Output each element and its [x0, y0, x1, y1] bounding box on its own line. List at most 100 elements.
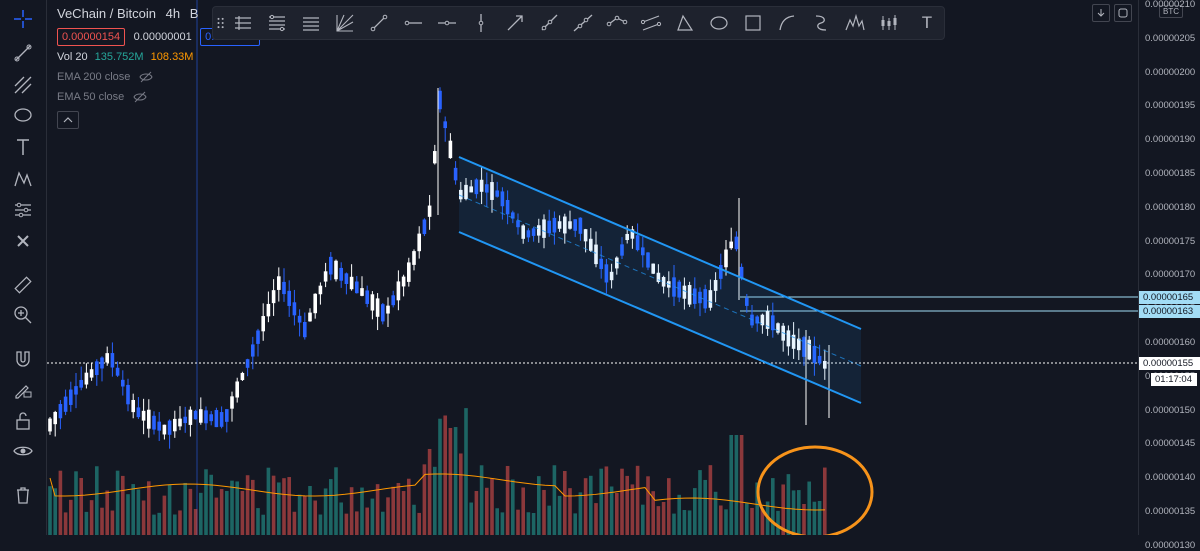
text-tool-icon[interactable] [9, 134, 37, 160]
symbol-title[interactable]: VeChain / Bitcoin [57, 6, 157, 21]
trend-line-icon[interactable] [365, 10, 393, 36]
candle-body [661, 277, 666, 287]
candle-body [599, 258, 603, 269]
volume-bar [277, 482, 281, 535]
currency-badge[interactable]: BTC [1159, 5, 1183, 18]
rectangle-icon[interactable] [739, 10, 767, 36]
interval-label[interactable]: 4h [165, 6, 181, 21]
candle-body [641, 247, 645, 256]
volume-bar [760, 509, 765, 535]
candle-body [448, 140, 453, 159]
eye-hidden-icon[interactable] [139, 71, 153, 83]
candle-body [417, 233, 421, 252]
ema50-label[interactable]: EMA 50 close [57, 91, 125, 103]
horizontal-ray-icon[interactable] [399, 10, 427, 36]
price-tick-label: 0.00000160 [1145, 337, 1196, 348]
curve-icon[interactable] [807, 10, 835, 36]
parallel-channel-icon[interactable] [637, 10, 665, 36]
prediction-icon[interactable] [9, 197, 37, 223]
candle-body [84, 372, 89, 385]
volume-bar [625, 475, 629, 535]
price-tick-label: 0.00000190 [1145, 134, 1196, 146]
candle-body [651, 263, 655, 274]
candles-icon[interactable] [875, 10, 903, 36]
fib-retracement-icon[interactable] [263, 10, 291, 36]
lock-pencil-icon[interactable] [9, 376, 37, 402]
fib-channel-icon[interactable] [297, 10, 325, 36]
zoom-in-icon[interactable] [9, 302, 37, 328]
volume-bar [474, 490, 479, 535]
angle-icon[interactable] [603, 10, 631, 36]
candle-body [703, 289, 707, 309]
volume-bar [219, 489, 224, 535]
volume-label[interactable]: Vol 20 [57, 51, 88, 63]
volume-bar [511, 479, 515, 535]
remove-drawings-icon[interactable] [9, 228, 37, 254]
ellipse-icon[interactable] [705, 10, 733, 36]
volume-bar [287, 477, 291, 535]
chevron-up-icon [63, 117, 73, 123]
ema200-label[interactable]: EMA 200 close [57, 71, 131, 83]
candle-body [204, 410, 208, 424]
candle-body [209, 414, 213, 422]
text-tool-button[interactable]: T [921, 13, 933, 32]
volume-bar [391, 486, 395, 535]
volume-bar [110, 510, 115, 535]
eye-hidden-icon[interactable] [133, 91, 147, 103]
arrow-line-icon[interactable] [501, 10, 529, 36]
candle-body [583, 229, 588, 242]
volume-bar [604, 466, 609, 535]
candle-body [183, 416, 187, 424]
volume-bar [485, 487, 489, 535]
unlock-icon[interactable] [9, 408, 37, 434]
candle-body [557, 221, 562, 229]
pitchfork-icon[interactable] [229, 10, 257, 36]
candle-body [193, 410, 198, 420]
ruler-icon[interactable] [9, 272, 37, 298]
volume-bar [578, 492, 583, 535]
triangle-icon[interactable] [671, 10, 699, 36]
trend-line-icon[interactable] [9, 40, 37, 66]
collapse-legend-button[interactable] [57, 111, 79, 129]
extended-line-icon[interactable] [569, 10, 597, 36]
volume-bar [635, 465, 640, 535]
ray-icon[interactable] [535, 10, 563, 36]
candle-body [329, 256, 333, 275]
arc-icon[interactable] [773, 10, 801, 36]
candle-body [344, 273, 349, 284]
price-chart[interactable] [47, 0, 1138, 535]
volume-bar [812, 501, 817, 535]
price-tick-label: 0.00000210 [1145, 0, 1196, 10]
volume-bar [823, 467, 827, 535]
horizontal-line-icon[interactable] [433, 10, 461, 36]
candle-body [729, 241, 733, 249]
trash-icon[interactable] [9, 482, 37, 508]
fullscreen-button[interactable] [1114, 4, 1132, 22]
drag-handle-icon[interactable] [215, 10, 227, 36]
volume-bar [781, 484, 785, 535]
chart-pane[interactable] [47, 0, 1138, 535]
gann-fan-icon[interactable] [331, 10, 359, 36]
candle-body [126, 384, 130, 405]
volume-bar [396, 483, 401, 535]
pattern-icon[interactable] [841, 10, 869, 36]
volume-bar [443, 415, 447, 535]
magnet-icon[interactable] [9, 346, 37, 372]
shapes-icon[interactable] [9, 102, 37, 128]
volume-bar [469, 502, 473, 535]
crosshair-icon[interactable] [9, 6, 37, 32]
volume-bar [661, 501, 666, 535]
patterns-icon[interactable] [9, 166, 37, 192]
volume-bar [667, 478, 671, 535]
candle-body [240, 372, 245, 381]
eye-icon[interactable] [9, 438, 37, 464]
vertical-line-icon[interactable] [467, 10, 495, 36]
volume-bar [370, 498, 375, 535]
candle-body [375, 298, 380, 317]
sell-button[interactable]: 0.00000154 [57, 28, 126, 46]
download-button[interactable] [1092, 4, 1110, 22]
price-axis[interactable]: BTC 0.00000210 0.00000205 0.00000200 0.0000… [1138, 0, 1200, 551]
candle-body [474, 179, 479, 195]
volume-bar [817, 500, 822, 535]
gann-fib-icon[interactable] [9, 72, 37, 98]
